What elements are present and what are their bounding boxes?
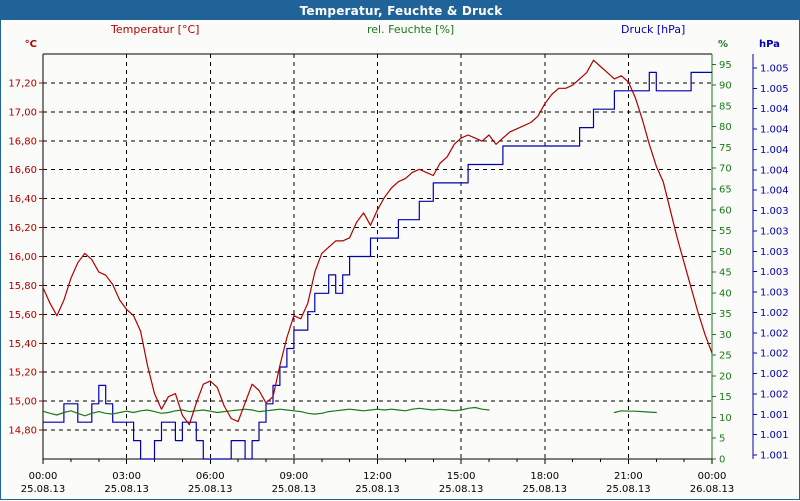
- axis-humidity-tick-label: 70: [719, 164, 732, 175]
- axis-left-tick-label: 16,20: [8, 223, 37, 234]
- axis-bottom-date-label: 25.08.13: [104, 484, 149, 495]
- legend-item-temperature: Temperatur [°C]: [111, 23, 199, 36]
- axis-pressure-unit: hPa: [759, 39, 780, 50]
- axis-pressure-tick-label: 1.003: [760, 288, 789, 299]
- axis-bottom-date-label: 26.08.13: [690, 484, 735, 495]
- axis-humidity-tick-label: 65: [719, 185, 732, 196]
- axis-pressure-tick-label: 1.001: [760, 451, 789, 462]
- axis-bottom-time-label: 00:00: [29, 471, 58, 482]
- series-line-druck: [43, 71, 712, 460]
- series-left: [43, 59, 712, 426]
- axis-pressure-tick-label: 1.002: [760, 349, 789, 360]
- legend-label-temperature: Temperatur [°C]: [111, 23, 200, 36]
- axis-left-tick-label: 15,00: [8, 397, 37, 408]
- axis-left-tick-label: 16,00: [8, 252, 37, 263]
- axis-bottom-time-label: 00:00: [698, 471, 727, 482]
- axis-humidity-tick-label: 35: [719, 309, 732, 320]
- axis-pressure-tick-label: 1.005: [760, 64, 789, 75]
- axis-pressure-tick-label: 1.004: [760, 165, 789, 176]
- axis-humidity-tick-label: 45: [719, 268, 732, 279]
- axis-pressure-tick-label: 1.004: [760, 186, 789, 197]
- axis-pressure-tick-label: 1.004: [760, 125, 789, 136]
- legend-item-humidity: rel. Feuchte [%]: [367, 23, 454, 36]
- axis-bottom-date-label: 25.08.13: [188, 484, 233, 495]
- axis-left-tick-label: 16,40: [8, 194, 37, 205]
- axis-left-tick-label: 15,60: [8, 310, 37, 321]
- axis-pressure-tick-label: 1.002: [760, 308, 789, 319]
- axis-humidity-tick-label: 95: [719, 60, 732, 71]
- axis-pressure-tick-label: 1.001: [760, 410, 789, 421]
- axis-humidity-tick-label: 75: [719, 143, 732, 154]
- axis-humidity-tick-label: 20: [719, 371, 732, 382]
- axis-left-tick-label: 14,80: [8, 426, 37, 437]
- axis-humidity-tick-label: 55: [719, 226, 732, 237]
- axis-bottom-time-label: 09:00: [279, 471, 308, 482]
- axis-humidity-tick-label: 15: [719, 392, 732, 403]
- window-title: Temperatur, Feuchte & Druck: [299, 3, 503, 18]
- series-line-temperatur: [43, 59, 712, 426]
- axis-left-tick-label: 17,20: [8, 78, 37, 89]
- axis-pressure-tick-label: 1.005: [760, 84, 789, 95]
- axis-pressure-tick-label: 1.002: [760, 328, 789, 339]
- axis-humidity-tick-label: 40: [719, 288, 732, 299]
- axis-bottom-date-label: 25.08.13: [439, 484, 484, 495]
- axis-humidity-unit: %: [718, 39, 728, 50]
- axis-humidity-tick-label: 85: [719, 101, 732, 112]
- legend-label-pressure: Druck [hPa]: [621, 23, 686, 36]
- axis-left-tick-label: 15,20: [8, 368, 37, 379]
- axis-pressure-tick-label: 1.001: [760, 430, 789, 441]
- axis-humidity-tick-label: 50: [719, 247, 732, 258]
- legend-item-pressure: Druck [hPa]: [621, 23, 685, 36]
- axis-pressure-tick-label: 1.003: [760, 226, 789, 237]
- axis-left-tick-label: 15,40: [8, 339, 37, 350]
- axis-left: °C 17,20 17,00 16,80 16,60 16,40 16,20 16,00 15,…: [8, 39, 43, 437]
- grid-lines: [43, 54, 712, 459]
- series-right_outer: [43, 71, 712, 460]
- axis-bottom-time-label: 03:00: [112, 471, 141, 482]
- axis-bottom-date-label: 25.08.13: [606, 484, 651, 495]
- series-right_inner: [43, 406, 657, 417]
- axis-pressure-tick-label: 1.002: [760, 369, 789, 380]
- axis-bottom-time-label: 18:00: [530, 471, 559, 482]
- axis-bottom-date-label: 25.08.13: [21, 484, 66, 495]
- axis-bottom-time-label: 21:00: [614, 471, 643, 482]
- axis-pressure-tick-label: 1.003: [760, 247, 789, 258]
- legend-label-humidity: rel. Feuchte [%]: [367, 23, 455, 36]
- axis-left-unit: °C: [25, 39, 37, 50]
- axis-pressure-tick-label: 1.004: [760, 145, 789, 156]
- axis-pressure-tick-label: 1.004: [760, 104, 789, 115]
- axis-humidity-tick-label: 90: [719, 81, 732, 92]
- axis-humidity-tick-label: 30: [719, 330, 732, 341]
- axis-humidity-tick-label: 10: [719, 413, 732, 424]
- axis-bottom-date-label: 25.08.13: [355, 484, 400, 495]
- axis-bottom-time-label: 06:00: [196, 471, 225, 482]
- axis-bottom: 00:00 25.08.13 03:00 25.08.13 06:00 25.08.13 0…: [21, 459, 735, 495]
- axis-bottom-date-label: 25.08.13: [272, 484, 317, 495]
- axis-left-tick-label: 17,00: [8, 107, 37, 118]
- axis-humidity-tick-label: 0: [719, 455, 725, 466]
- axis-bottom-time-label: 15:00: [447, 471, 476, 482]
- axis-left-tick-label: 16,80: [8, 136, 37, 147]
- axis-pressure: hPa 1.005 1.005 1.004 1.004 1.004 1.004 1.004 1.…: [752, 39, 789, 462]
- axis-humidity-tick-label: 80: [719, 122, 732, 133]
- axis-pressure-tick-label: 1.002: [760, 389, 789, 400]
- axis-humidity-tick-label: 5: [719, 434, 725, 445]
- axis-pressure-tick-label: 1.003: [760, 206, 789, 217]
- axis-bottom-time-label: 12:00: [363, 471, 392, 482]
- axis-humidity-tick-label: 60: [719, 205, 732, 216]
- axis-left-tick-label: 15,80: [8, 281, 37, 292]
- axis-left-tick-label: 16,60: [8, 165, 37, 176]
- window-titlebar: Temperatur, Feuchte & Druck: [1, 1, 800, 20]
- axis-pressure-tick-label: 1.003: [760, 267, 789, 278]
- series-line-rel.: [43, 406, 657, 417]
- axis-humidity-tick-label: 25: [719, 351, 732, 362]
- axis-bottom-date-label: 25.08.13: [522, 484, 567, 495]
